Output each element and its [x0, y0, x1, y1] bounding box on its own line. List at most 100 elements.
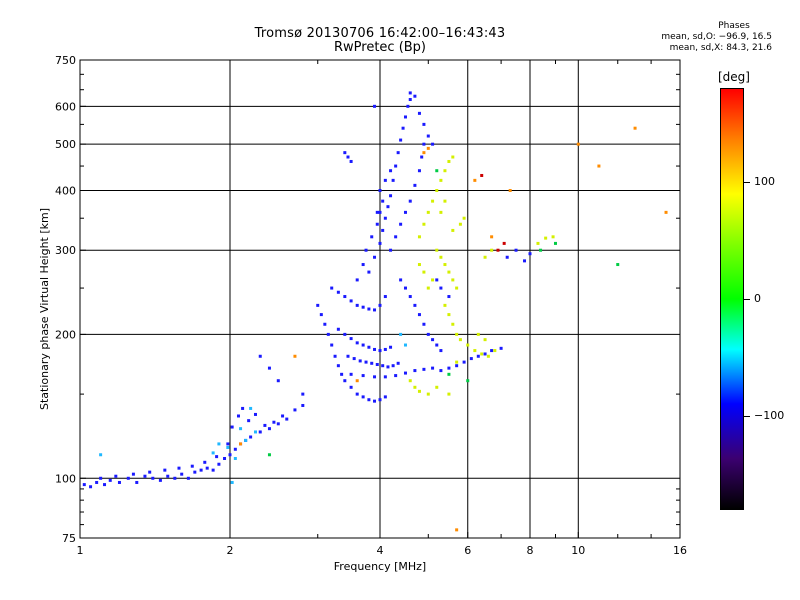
data-point: [336, 327, 340, 331]
data-point: [173, 476, 177, 480]
x-tick-label: 8: [527, 544, 534, 557]
data-point: [276, 422, 280, 426]
data-point: [469, 357, 473, 361]
data-point: [447, 313, 451, 317]
data-point: [422, 122, 426, 126]
data-point: [447, 392, 451, 396]
y-tick-label: 200: [55, 328, 76, 341]
data-point: [99, 453, 103, 457]
data-point: [514, 248, 518, 252]
colorbar-tick-mark: [744, 299, 750, 300]
data-point: [443, 169, 447, 173]
x-tick-label: 16: [673, 544, 687, 557]
data-point: [403, 343, 407, 347]
data-point: [394, 235, 398, 239]
data-point: [355, 341, 359, 345]
data-point: [455, 528, 459, 532]
data-point: [177, 466, 181, 470]
data-point: [476, 332, 480, 336]
data-point: [502, 241, 506, 245]
data-point: [422, 270, 426, 274]
data-point: [505, 255, 509, 259]
data-point: [285, 417, 289, 421]
data-point: [483, 352, 487, 356]
data-point: [426, 210, 430, 214]
data-point: [148, 470, 152, 474]
data-point: [544, 236, 548, 240]
colorbar-tick-mark: [744, 416, 750, 418]
data-point: [455, 286, 459, 290]
data-point: [230, 425, 234, 429]
data-point: [486, 354, 490, 358]
data-point: [103, 483, 107, 487]
data-point: [422, 142, 426, 146]
data-point: [386, 365, 390, 369]
x-tick-label: 4: [377, 544, 384, 557]
data-point: [523, 259, 527, 263]
data-point: [633, 126, 637, 130]
data-point: [211, 451, 215, 455]
data-point: [422, 322, 426, 326]
data-point: [151, 476, 155, 480]
data-point: [399, 222, 403, 226]
data-point: [473, 178, 477, 182]
data-point: [236, 414, 240, 418]
data-point: [293, 408, 297, 412]
data-point: [378, 303, 382, 307]
data-point: [378, 398, 382, 402]
data-point: [349, 372, 353, 376]
data-point: [126, 476, 130, 480]
colorbar-tick-label: 0: [754, 292, 761, 305]
data-point: [226, 445, 230, 449]
y-tick-label: 500: [55, 138, 76, 151]
data-point: [253, 430, 257, 434]
data-point: [431, 142, 435, 146]
data-point: [536, 241, 540, 245]
data-point: [439, 178, 443, 182]
colorbar-tick-mark: [744, 181, 750, 183]
data-point: [217, 462, 221, 466]
data-point: [422, 151, 426, 155]
data-point: [406, 104, 410, 108]
data-point: [381, 228, 385, 232]
data-point: [373, 308, 377, 312]
data-point: [408, 199, 412, 203]
data-point: [451, 228, 455, 232]
data-point: [367, 345, 371, 349]
data-point: [551, 235, 555, 239]
data-point: [417, 111, 421, 115]
data-point: [417, 235, 421, 239]
data-point: [391, 178, 395, 182]
data-point: [190, 464, 194, 468]
data-point: [408, 91, 412, 95]
data-point: [244, 438, 248, 442]
data-point: [340, 372, 344, 376]
data-point: [426, 332, 430, 336]
data-point: [458, 222, 462, 226]
data-point: [241, 406, 245, 410]
data-point: [383, 347, 387, 351]
phases-x-stats: mean, sd,X: 84.3, 21.6: [669, 43, 772, 53]
data-point: [417, 169, 421, 173]
data-point: [462, 216, 466, 220]
data-point: [355, 379, 359, 383]
data-point: [158, 478, 162, 482]
x-tick-label: 1: [77, 544, 84, 557]
data-point: [455, 360, 459, 364]
data-point: [528, 252, 532, 256]
data-point: [249, 406, 253, 410]
phases-heading: Phases: [718, 21, 750, 31]
data-point: [82, 483, 86, 487]
data-point: [462, 360, 466, 364]
data-point: [258, 430, 262, 434]
data-point: [403, 115, 407, 119]
data-point: [496, 248, 500, 252]
data-point: [89, 485, 93, 489]
data-point: [480, 352, 484, 356]
data-point: [396, 361, 400, 365]
data-point: [417, 313, 421, 317]
data-point: [180, 472, 184, 476]
data-point: [211, 468, 215, 472]
y-tick-label: 100: [55, 472, 76, 485]
